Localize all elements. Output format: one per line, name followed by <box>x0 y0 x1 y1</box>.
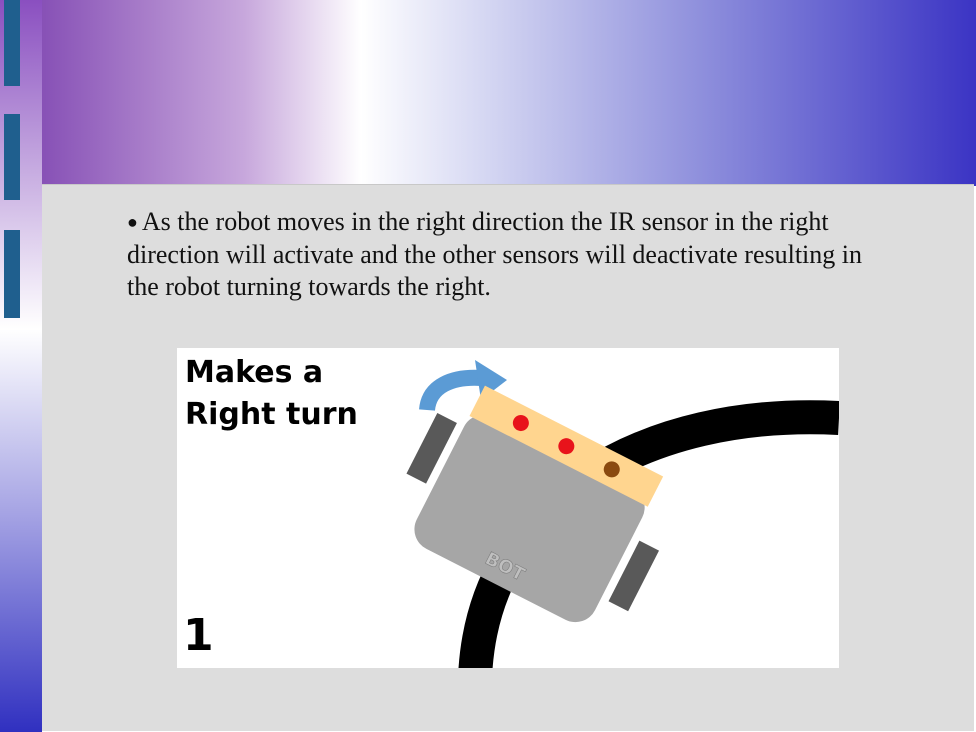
figure-title-line-2: Right turn <box>185 397 358 432</box>
sensor-left-led <box>512 415 529 432</box>
figure-title: Makes a Right turn <box>185 352 358 436</box>
bullet-text: As the robot moves in the right directio… <box>127 207 862 301</box>
bullet-icon: ● <box>127 212 138 232</box>
bullet-point: ● As the robot moves in the right directi… <box>127 206 897 304</box>
left-tab-1 <box>4 0 20 86</box>
top-gradient-banner <box>0 0 976 186</box>
sensor-right-led <box>603 461 620 478</box>
sensor-center-led <box>558 438 575 455</box>
left-tab-3 <box>4 230 20 318</box>
robot-left-wheel <box>406 413 457 484</box>
robot-turn-figure: BOT Makes a Right turn 1 <box>177 348 839 668</box>
figure-title-line-1: Makes a <box>185 355 324 390</box>
frame-number: 1 <box>183 610 214 661</box>
left-tab-2 <box>4 114 20 200</box>
robot-right-wheel <box>608 540 660 612</box>
robot-diagram: BOT <box>406 360 839 668</box>
left-gradient-strip <box>0 0 42 732</box>
robot: BOT <box>406 385 664 623</box>
